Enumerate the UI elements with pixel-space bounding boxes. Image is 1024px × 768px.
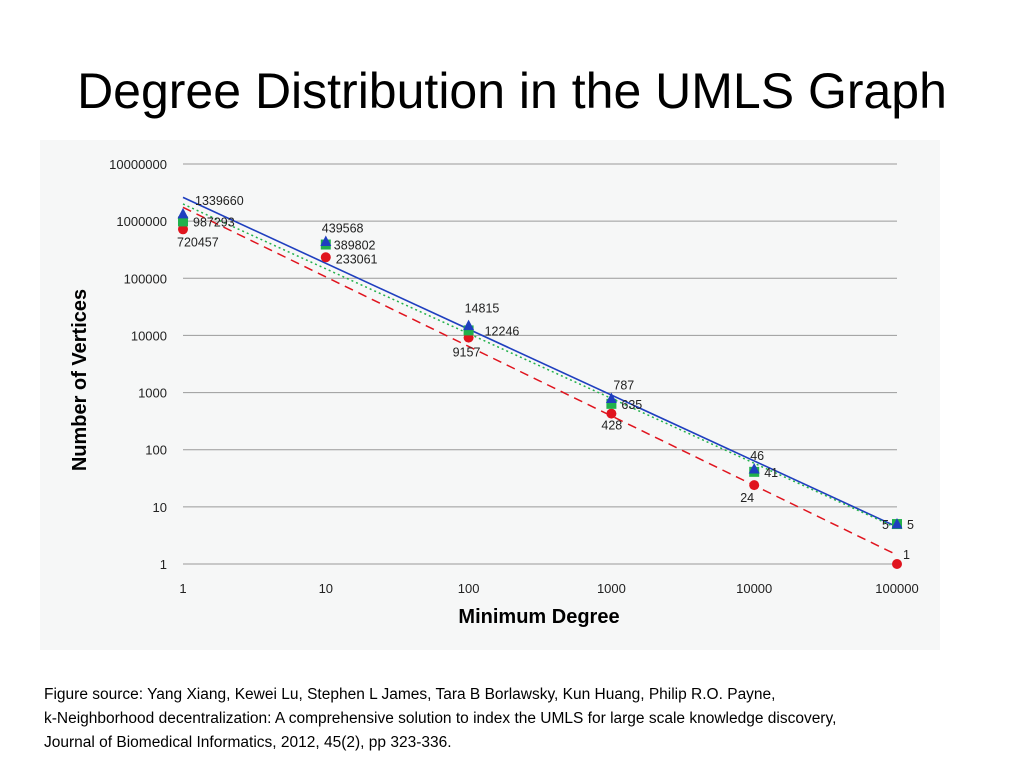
data-point-circle [749,480,760,491]
data-label: 987293 [193,215,235,229]
y-tick-label: 10 [153,500,167,515]
axes: 1 10 100 1000 10000 100000 1000000 10000000 1 10 1… [109,157,919,596]
markers [177,207,903,569]
data-point-square [606,398,617,409]
data-label: 41 [764,466,778,480]
data-label: 1339660 [195,194,244,208]
y-tick-label: 100 [145,443,167,458]
trendlines [182,196,898,556]
data-label: 439568 [322,222,364,236]
figure-caption: Figure source: Yang Xiang, Kewei Lu, Ste… [44,683,1004,755]
data-label: 5 [882,518,889,532]
x-tick-label: 10000 [736,581,772,596]
data-point-square [463,325,474,336]
data-label: 389802 [334,239,376,253]
data-label: 24 [740,491,754,505]
data-label: 12246 [485,324,520,338]
x-tick-label: 100000 [875,581,918,596]
x-axis-label: Minimum Degree [458,606,619,628]
data-point-circle [892,559,902,569]
data-label: 5 [907,518,914,532]
data-point-circle [178,224,188,235]
x-tick-label: 1000 [597,581,626,596]
data-label: 1 [903,548,910,562]
data-point-circle [606,408,617,419]
y-tick-label: 10000000 [109,157,167,172]
y-tick-label: 1000000 [116,214,167,229]
x-tick-label: 100 [458,581,480,596]
gridlines [183,163,897,565]
data-label: 46 [750,449,764,463]
data-point-triangle [320,235,332,247]
data-label: 428 [601,419,622,433]
slide-title: Degree Distribution in the UMLS Graph [77,63,947,119]
data-point-triangle [748,462,760,474]
y-tick-label: 10000 [131,328,167,343]
y-axis-label: Number of Vertices [69,289,91,471]
data-label: 635 [621,398,642,412]
data-label: 14815 [465,302,500,316]
data-label: 233061 [336,252,378,266]
chart-area: 1 10 100 1000 10000 100000 1000000 10000000 1 10 1… [40,140,940,650]
data-point-triangle [463,319,475,331]
y-tick-label: 1 [160,557,167,572]
data-label: 787 [613,379,634,393]
caption-line: Journal of Biomedical Informatics, 2012,… [44,734,452,751]
data-label: 720457 [177,235,219,249]
trendline-square [182,203,898,529]
data-point-triangle [605,392,617,404]
trendline-triangle [182,196,898,528]
caption-line: k-Neighborhood decentralization: A compr… [44,710,837,727]
y-tick-label: 1000 [138,386,167,401]
degree-distribution-chart: 1 10 100 1000 10000 100000 1000000 10000000 1 10 1… [69,157,919,628]
caption-line: Figure source: Yang Xiang, Kewei Lu, Ste… [44,686,776,703]
x-tick-label: 1 [179,581,186,596]
data-point-triangle [891,518,903,529]
data-label: 9157 [453,346,481,360]
data-point-circle [320,252,331,263]
y-tick-label: 100000 [124,271,167,286]
data-point-square [178,216,188,227]
data-point-triangle [177,207,189,219]
trendline-circle [182,206,898,556]
x-tick-label: 10 [319,581,333,596]
data-labels: 1339660 439568 14815 787 46 5 987293 389802 1224… [177,194,914,562]
